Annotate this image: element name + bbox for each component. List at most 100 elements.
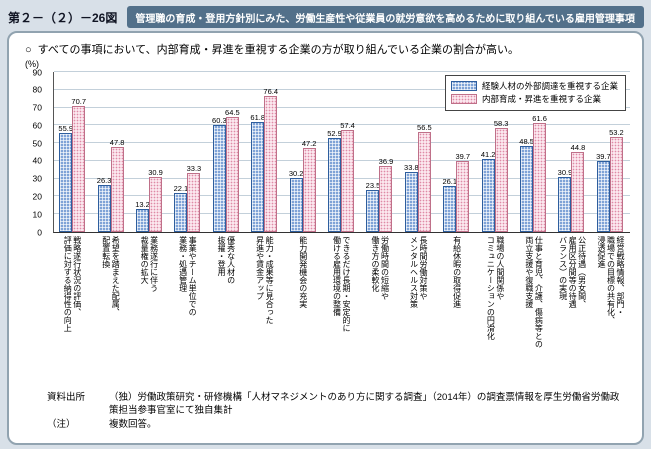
category-label: できるだけ長期・安定的に 働ける雇用環境の整備	[332, 236, 352, 332]
y-tick-label: 0	[37, 226, 42, 237]
value-label: 39.7	[455, 152, 471, 162]
x-label-cell: 経営戦略情報、部門・ 職場での目標の共有化、 浸透促進	[592, 236, 630, 386]
category-label: 職場の人間関係や コミュニケーションの円滑化	[486, 236, 505, 340]
x-label-cell: 有給休暇の取得促進	[438, 236, 476, 386]
bar-group: 61.8 76.4	[246, 72, 284, 232]
x-label-cell: できるだけ長期・安定的に 働ける雇用環境の整備	[322, 236, 360, 386]
value-label: 36.9	[378, 157, 394, 167]
bar-group: 22.1 33.3	[169, 72, 207, 232]
value-label: 13.2	[135, 199, 150, 209]
bar: 30.2	[289, 170, 303, 232]
bar: 60.3	[212, 117, 227, 232]
value-label: 33.3	[186, 163, 202, 173]
source-label: 資料出所	[47, 392, 86, 403]
y-tick-label: 50	[32, 137, 42, 148]
bar-group: 41.2 58.3	[476, 72, 514, 232]
summary-text: すべての事項において、内部育成・昇進を重視する企業の方が取り組んでいる企業の割合…	[37, 44, 520, 56]
category-label: 有給休暇の取得促進	[452, 236, 462, 308]
value-label: 61.6	[532, 113, 547, 123]
gridline	[54, 71, 630, 72]
x-label-cell: 優秀な人材の 抜擢・登用	[207, 236, 245, 386]
category-label: 事業やチーム単位での 業務・処遇管理	[178, 236, 198, 316]
bar-group: 30.9 44.8	[553, 72, 591, 232]
value-label: 64.5	[225, 108, 240, 118]
y-tick-label: 20	[32, 191, 42, 202]
category-label: 労働時間の短縮や 働き方の柔軟化	[370, 236, 390, 300]
category-label: 能力開発機会の充実	[298, 236, 308, 308]
x-label-cell: 能力・成果等に見合った 昇進や賃金アップ	[245, 236, 283, 386]
y-tick-label: 60	[32, 120, 42, 131]
value-label: 70.7	[71, 97, 87, 107]
gridline	[54, 88, 630, 90]
bar-group: 52.9 57.4	[323, 72, 361, 232]
x-label-cell: 仕事と育児、介護、傷病等との 両立支援や復職支援	[515, 236, 553, 386]
bar: 57.4	[340, 122, 355, 232]
x-label-cell: 長時間労働対策や メンタルヘルス対策	[399, 236, 437, 386]
category-label: 公正待遇（男女間、 雇用区分間等の待遇 バランス）の実現	[558, 236, 587, 308]
category-label: 戦略遂行状況の評価、 評価に対する納得性の向上	[63, 236, 82, 332]
value-label: 76.4	[263, 87, 279, 97]
legend-swatch-external	[450, 81, 477, 91]
value-label: 30.2	[288, 169, 304, 179]
bar-group: 23.5 36.9	[361, 72, 399, 232]
x-label-cell: 職場の人間関係や コミュニケーションの円滑化	[476, 236, 514, 386]
y-tick-label: 40	[32, 155, 42, 166]
value-label: 52.9	[327, 128, 342, 138]
value-label: 33.8	[404, 162, 419, 172]
y-tick-label: 10	[32, 208, 42, 219]
bar: 26.3	[97, 177, 111, 232]
note-label: （注）	[47, 418, 76, 430]
x-label-cell: 戦略遂行状況の評価、 評価に対する納得性の向上	[53, 236, 91, 386]
value-label: 55.9	[58, 123, 74, 133]
value-label: 56.5	[417, 122, 432, 132]
category-label: 仕事と育児、介護、傷病等との 両立支援や復職支援	[524, 236, 544, 348]
x-label-cell: 希望を踏まえた配属、 配置転換	[91, 236, 129, 386]
value-label: 23.5	[365, 181, 381, 191]
bar: 26.1	[442, 178, 457, 232]
legend-label: 経験人材の外部調達を重視する企業	[481, 81, 618, 91]
value-label: 30.9	[557, 168, 573, 178]
note-text: 複数回答。	[109, 418, 157, 430]
bar-group: 39.7 53.2	[592, 72, 630, 232]
bar-group: 26.3 47.8	[92, 72, 130, 232]
x-label-cell: 業務遂行に伴う 裁量権の拡大	[130, 236, 168, 386]
y-axis-unit: (%)	[25, 59, 39, 69]
value-label: 57.4	[340, 120, 355, 130]
bar: 13.2	[135, 201, 150, 232]
legend-label: 内部育成・昇進を重視する企業	[481, 94, 601, 104]
value-label: 61.8	[250, 113, 266, 123]
bar-chart: (%) 0 10 20 30 40 50 60 70 80 90 55.9 70.7 26.3 47.8…	[17, 59, 636, 386]
bar-group: 55.9 70.7	[54, 72, 92, 232]
value-label: 22.1	[173, 183, 189, 193]
footnotes: 資料出所 （独）労働政策研究・研修機構「人材マネジメントのあり方に関する調査」（…	[47, 391, 626, 431]
bar: 47.8	[110, 139, 124, 232]
category-label: 優秀な人材の 抜擢・登用	[217, 236, 236, 284]
value-label: 30.9	[148, 168, 163, 178]
bar-group: 48.5 61.6	[515, 72, 553, 232]
y-tick-label: 30	[32, 173, 42, 184]
bar: 23.5	[366, 182, 380, 232]
bar: 55.9	[58, 125, 73, 232]
bullet-marker-icon: ○	[25, 44, 32, 56]
category-label: 能力・成果等に見合った 昇進や賃金アップ	[255, 236, 275, 324]
value-label: 58.3	[493, 119, 509, 129]
legend-swatch-internal	[450, 94, 477, 104]
category-label: 業務遂行に伴う 裁量権の拡大	[140, 236, 159, 292]
value-label: 41.2	[480, 149, 496, 159]
bar: 30.9	[558, 169, 572, 232]
bar: 39.7	[455, 153, 470, 232]
bar: 33.8	[404, 164, 419, 232]
figure-header: 第２－（２）－26図 管理職の育成・登用方針別にみた、労働生産性や従業員の就労意…	[8, 6, 644, 28]
bar: 30.9	[148, 169, 163, 232]
y-tick-label: 80	[32, 84, 42, 95]
legend-item: 内部育成・昇進を重視する企業	[450, 93, 618, 105]
x-label-cell: 事業やチーム単位での 業務・処遇管理	[168, 236, 206, 386]
bar: 22.1	[174, 185, 188, 232]
chart-panel: ○ すべての事項において、内部育成・昇進を重視する企業の方が取り組んでいる企業の割…	[7, 31, 644, 445]
bar: 53.2	[609, 129, 624, 232]
value-label: 44.8	[570, 143, 586, 153]
y-axis: 0 10 20 30 40 50 60 70 80 90	[17, 68, 48, 236]
legend: 経験人材の外部調達を重視する企業 内部育成・昇進を重視する企業	[444, 75, 626, 111]
value-label: 48.5	[519, 136, 534, 146]
bar: 61.6	[532, 114, 547, 232]
